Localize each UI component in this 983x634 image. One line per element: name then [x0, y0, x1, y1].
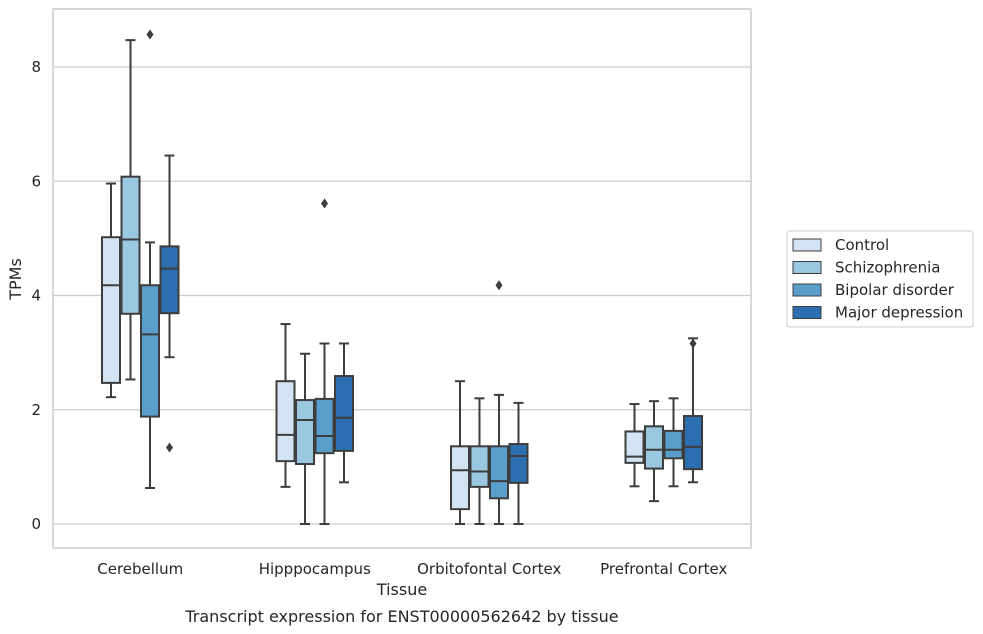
legend-label: Control [835, 236, 889, 254]
box-control [624, 403, 645, 488]
box-major-depression [159, 154, 180, 453]
iqr-box [101, 236, 121, 384]
box-groups [101, 29, 703, 525]
iqr-box [450, 445, 470, 511]
category-group [101, 29, 180, 490]
category-group [450, 280, 529, 525]
box-bipolar-disorder [489, 280, 509, 525]
box-bipolar-disorder [663, 397, 684, 488]
legend: Control Schizophrenia Bipolar disorder Majo… [786, 230, 974, 328]
x-tick-label: Prefrontal Cortex [600, 560, 727, 578]
iqr-box [334, 375, 354, 452]
iqr-box [489, 445, 509, 500]
y-tick-label: 4 [31, 287, 41, 305]
iqr-box [663, 429, 684, 460]
iqr-box [683, 415, 703, 471]
box-major-depression [683, 337, 703, 484]
x-axis-title: Tissue [376, 580, 427, 599]
outlier-point [495, 280, 503, 291]
iqr-box [275, 380, 296, 463]
box-schizophrenia [120, 39, 141, 381]
x-tick-labels: Cerebellum Hipppocampus Orbitofontal Corte… [97, 560, 727, 578]
iqr-box [120, 175, 141, 315]
iqr-box [624, 430, 645, 464]
legend-label: Schizophrenia [835, 259, 940, 277]
x-tick-label: Cerebellum [97, 560, 183, 578]
chart-caption: Transcript expression for ENST0000056264… [184, 607, 618, 626]
legend-frame [786, 230, 974, 328]
y-tick-label: 2 [31, 401, 41, 419]
box-control [275, 323, 296, 488]
box-schizophrenia [295, 352, 315, 525]
category-group [275, 198, 354, 525]
y-tick-label: 0 [31, 515, 41, 533]
legend-label: Bipolar disorder [835, 281, 955, 299]
iqr-box [159, 245, 180, 315]
outlier-point [166, 442, 173, 453]
iqr-box [508, 443, 529, 484]
iqr-box [644, 425, 664, 470]
legend-swatch [792, 283, 822, 297]
iqr-box [295, 399, 315, 466]
box-control [450, 380, 470, 525]
iqr-box [314, 397, 335, 455]
box-bipolar-disorder [314, 198, 335, 525]
y-tick-label: 6 [31, 172, 41, 190]
x-tick-label: Hipppocampus [259, 560, 371, 578]
iqr-box [140, 284, 160, 418]
box-bipolar-disorder [140, 29, 160, 490]
category-group [624, 337, 703, 503]
box-schizophrenia [469, 397, 490, 525]
box-control [101, 182, 121, 399]
y-axis-title: TPMs [6, 258, 25, 301]
plot-frame [52, 8, 752, 549]
iqr-box [469, 445, 490, 488]
outlier-point [689, 338, 697, 349]
legend-swatch [792, 238, 822, 252]
outlier-point [321, 198, 328, 209]
y-tick-label: 8 [31, 58, 41, 76]
box-major-depression [508, 401, 529, 525]
x-tick-label: Orbitofontal Cortex [417, 560, 561, 578]
legend-swatch [792, 261, 822, 274]
y-tick-labels: 0 2 4 6 8 [31, 58, 41, 533]
legend-label: Major depression [835, 304, 963, 322]
legend-swatch [792, 306, 822, 319]
outlier-point [146, 29, 154, 40]
box-schizophrenia [644, 400, 664, 503]
box-major-depression [334, 342, 354, 484]
